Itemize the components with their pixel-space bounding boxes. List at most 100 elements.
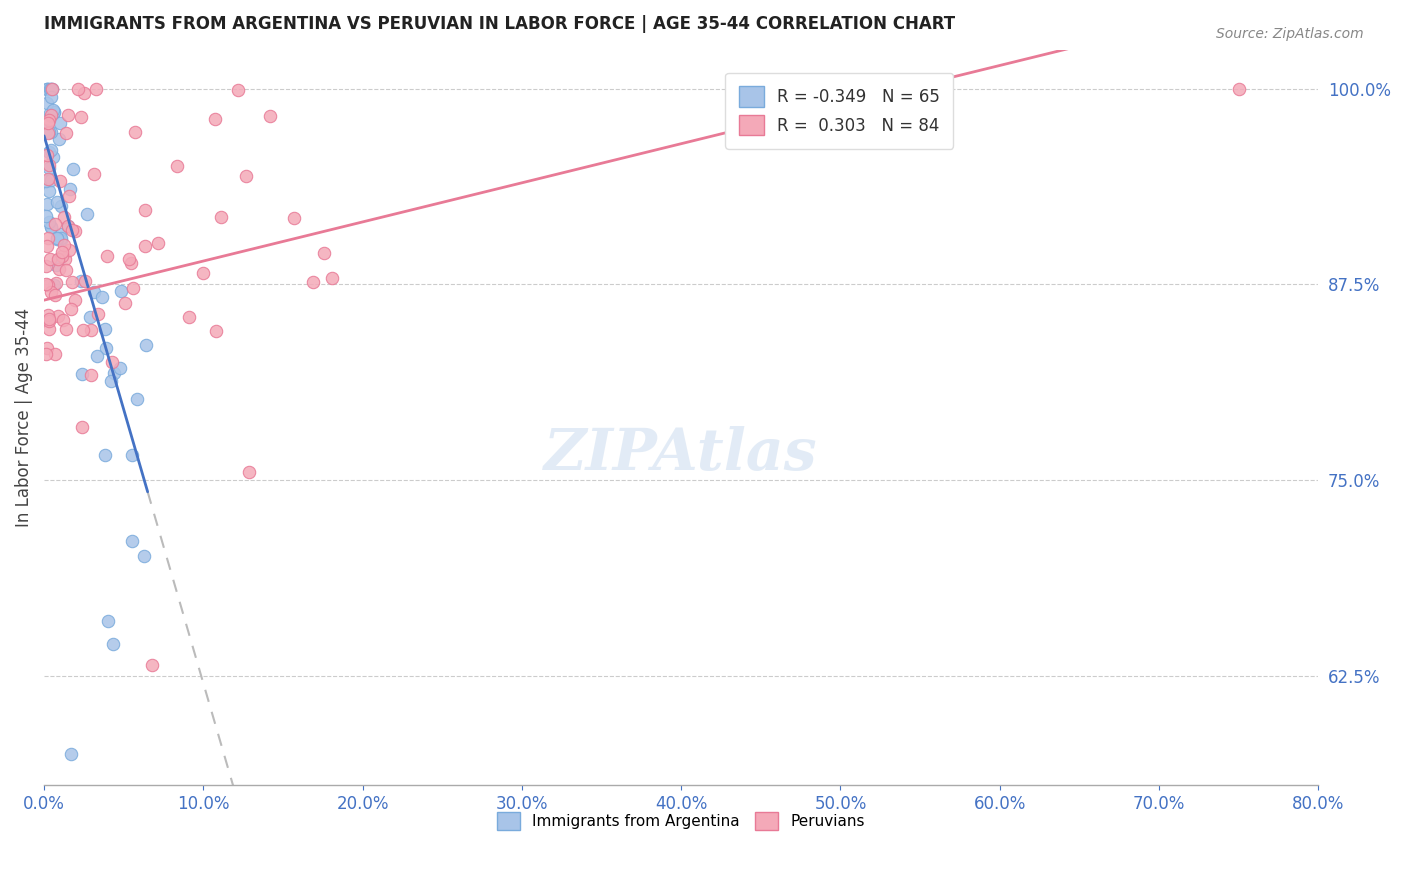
Peruvians — [58, 189, 80, 203]
Peruvians — [121, 281, 143, 295]
Peruvians — [51, 249, 73, 263]
Y-axis label: In Labor Force | Age 35-44: In Labor Force | Age 35-44 — [15, 308, 32, 527]
Immigrants from Argentina — [39, 110, 62, 124]
Peruvians — [146, 235, 169, 250]
Peruvians — [69, 110, 91, 124]
Peruvians — [60, 275, 83, 289]
Immigrants from Argentina — [42, 150, 65, 164]
Immigrants from Argentina — [35, 197, 58, 211]
Peruvians — [37, 116, 59, 130]
Immigrants from Argentina — [76, 207, 98, 221]
Immigrants from Argentina — [38, 82, 60, 96]
Peruvians — [38, 322, 60, 336]
Immigrants from Argentina — [38, 215, 60, 229]
Peruvians — [67, 82, 90, 96]
Peruvians — [56, 108, 79, 122]
Immigrants from Argentina — [38, 145, 60, 159]
Peruvians — [87, 307, 110, 321]
Immigrants from Argentina — [49, 231, 72, 245]
Immigrants from Argentina — [41, 82, 63, 96]
Peruvians — [44, 217, 66, 231]
Peruvians — [60, 223, 83, 237]
Peruvians — [166, 159, 188, 173]
Peruvians — [302, 275, 325, 289]
Immigrants from Argentina — [121, 448, 143, 462]
Immigrants from Argentina — [70, 274, 93, 288]
Immigrants from Argentina — [59, 747, 82, 761]
Peruvians — [72, 323, 94, 337]
Immigrants from Argentina — [48, 132, 70, 146]
Immigrants from Argentina — [59, 182, 82, 196]
Immigrants from Argentina — [42, 105, 65, 120]
Immigrants from Argentina — [44, 105, 66, 120]
Peruvians — [65, 225, 87, 239]
Immigrants from Argentina — [125, 392, 148, 406]
Peruvians — [209, 210, 232, 224]
Peruvians — [72, 86, 94, 100]
Immigrants from Argentina — [39, 106, 62, 120]
Peruvians — [226, 82, 249, 96]
Immigrants from Argentina — [49, 227, 72, 241]
Peruvians — [191, 266, 214, 280]
Immigrants from Argentina — [79, 310, 101, 325]
Peruvians — [44, 288, 66, 302]
Peruvians — [37, 148, 59, 162]
Immigrants from Argentina — [42, 278, 65, 293]
Peruvians — [52, 238, 75, 252]
Peruvians — [52, 313, 75, 327]
Immigrants from Argentina — [108, 361, 131, 376]
Immigrants from Argentina — [135, 338, 157, 352]
Peruvians — [38, 113, 60, 128]
Immigrants from Argentina — [35, 123, 58, 137]
Immigrants from Argentina — [45, 258, 67, 272]
Peruvians — [39, 107, 62, 121]
Peruvians — [84, 82, 107, 96]
Immigrants from Argentina — [100, 374, 122, 388]
Peruvians — [120, 256, 142, 270]
Peruvians — [238, 465, 260, 479]
Immigrants from Argentina — [83, 285, 105, 299]
Peruvians — [37, 127, 59, 141]
Peruvians — [51, 244, 73, 259]
Immigrants from Argentina — [41, 220, 63, 235]
Peruvians — [96, 249, 118, 263]
Peruvians — [37, 342, 59, 356]
Immigrants from Argentina — [97, 614, 120, 628]
Text: ZIPAtlas: ZIPAtlas — [544, 426, 818, 483]
Immigrants from Argentina — [58, 219, 80, 233]
Immigrants from Argentina — [41, 219, 63, 234]
Immigrants from Argentina — [38, 161, 60, 176]
Peruvians — [204, 112, 226, 126]
Immigrants from Argentina — [103, 367, 125, 381]
Peruvians — [38, 158, 60, 172]
Peruvians — [55, 322, 77, 336]
Peruvians — [35, 277, 58, 292]
Peruvians — [53, 210, 76, 224]
Immigrants from Argentina — [48, 252, 70, 266]
Peruvians — [101, 355, 124, 369]
Peruvians — [60, 301, 83, 316]
Immigrants from Argentina — [37, 82, 59, 96]
Immigrants from Argentina — [45, 232, 67, 246]
Peruvians — [55, 126, 77, 140]
Immigrants from Argentina — [94, 322, 117, 336]
Peruvians — [63, 293, 86, 307]
Peruvians — [141, 657, 163, 672]
Peruvians — [235, 169, 257, 183]
Peruvians — [283, 211, 305, 226]
Immigrants from Argentina — [42, 103, 65, 117]
Peruvians — [134, 239, 156, 253]
Peruvians — [124, 125, 146, 139]
Peruvians — [48, 262, 70, 277]
Peruvians — [204, 324, 226, 338]
Immigrants from Argentina — [49, 116, 72, 130]
Immigrants from Argentina — [94, 342, 117, 356]
Immigrants from Argentina — [86, 350, 108, 364]
Peruvians — [48, 174, 70, 188]
Peruvians — [38, 252, 60, 266]
Immigrants from Argentina — [39, 144, 62, 158]
Peruvians — [312, 246, 335, 260]
Peruvians — [259, 109, 281, 123]
Immigrants from Argentina — [101, 637, 124, 651]
Immigrants from Argentina — [51, 233, 73, 247]
